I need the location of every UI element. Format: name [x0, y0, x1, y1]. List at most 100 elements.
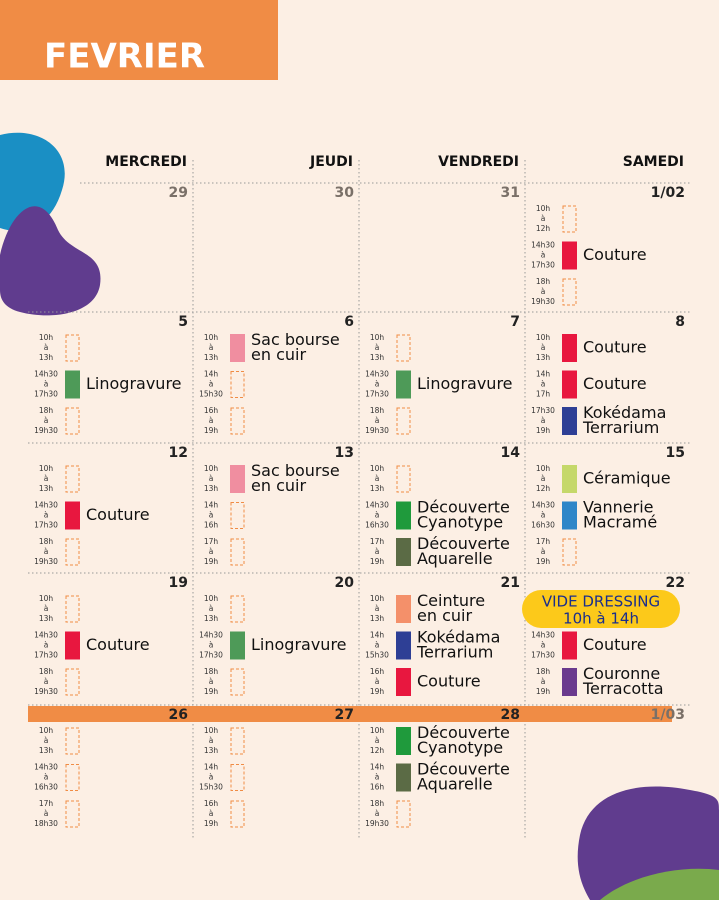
time: 17h30: [34, 521, 58, 530]
date: 26: [169, 707, 188, 723]
time: à: [44, 416, 49, 425]
date: 15: [666, 445, 685, 461]
time: 18h: [204, 667, 219, 676]
time: à: [44, 736, 49, 745]
time: à: [44, 773, 49, 782]
time: à: [541, 343, 546, 352]
activity-color: [396, 727, 411, 755]
date: 22: [666, 575, 685, 591]
activity-color: [396, 538, 411, 566]
activity: Ceinture: [417, 591, 485, 610]
date: 19: [169, 575, 188, 591]
time: 14h30: [531, 241, 555, 250]
activity: Couture: [583, 635, 647, 654]
date: 7: [510, 314, 520, 330]
time: 19h30: [34, 426, 58, 435]
time: à: [541, 474, 546, 483]
time: 18h: [536, 277, 551, 286]
activity: Découverte: [417, 760, 510, 779]
activity: Couture: [583, 245, 647, 264]
empty-slot: [65, 764, 80, 791]
time: 19h: [204, 426, 219, 435]
time: 10h: [204, 464, 219, 473]
time: à: [209, 511, 214, 520]
empty-slot: [230, 668, 245, 696]
time: 10h: [204, 726, 219, 735]
activity: Couture: [583, 338, 647, 357]
time: à: [375, 547, 380, 556]
time: 16h: [204, 521, 219, 530]
time: à: [209, 604, 214, 613]
time: 15h30: [199, 783, 223, 792]
time: à: [209, 343, 214, 352]
time: 14h30: [365, 370, 389, 379]
time: 19h: [204, 687, 219, 696]
time: à: [541, 214, 546, 223]
time: 19h: [370, 557, 385, 566]
empty-slot: [230, 595, 245, 623]
activity-color: [562, 465, 577, 493]
activity-color: [230, 465, 245, 493]
activity: Découverte: [417, 534, 510, 553]
activity: Couture: [583, 374, 647, 393]
time: 16h: [204, 406, 219, 415]
time: à: [44, 641, 49, 650]
date: 12: [169, 445, 188, 461]
activity: Sac bourse: [251, 461, 340, 480]
time: à: [209, 736, 214, 745]
time: à: [44, 380, 49, 389]
empty-slot: [230, 727, 245, 755]
time: 10h: [204, 333, 219, 342]
empty-slot: [230, 407, 245, 435]
time: 17h: [204, 537, 219, 546]
activity: en cuir: [251, 345, 306, 364]
time: 18h: [370, 406, 385, 415]
activity-color: [562, 334, 577, 362]
time: 10h: [536, 464, 551, 473]
time: 15h30: [199, 390, 223, 399]
blob: [0, 206, 101, 316]
empty-slot: [562, 278, 577, 306]
activity: Cyanotype: [417, 513, 503, 532]
week-band: [28, 706, 672, 722]
time: 17h: [536, 390, 551, 399]
empty-slot: [230, 764, 245, 791]
empty-slot: [65, 595, 80, 623]
time: 10h: [370, 726, 385, 735]
empty-slot: [396, 465, 411, 493]
date: 21: [501, 575, 520, 591]
time: 13h: [370, 484, 385, 493]
date: 1/03: [651, 707, 685, 723]
time: à: [44, 809, 49, 818]
empty-slot: [230, 502, 245, 529]
time: à: [209, 547, 214, 556]
time: à: [209, 677, 214, 686]
time: 17h30: [34, 651, 58, 660]
time: 13h: [536, 353, 551, 362]
time: à: [44, 343, 49, 352]
time: à: [541, 641, 546, 650]
time: à: [209, 416, 214, 425]
time: 14h30: [199, 631, 223, 640]
date: 13: [335, 445, 354, 461]
badge: [522, 590, 680, 628]
time: à: [541, 251, 546, 260]
time: 14h: [204, 501, 219, 510]
empty-slot: [65, 334, 80, 362]
time: 18h30: [34, 819, 58, 828]
time: 13h: [204, 614, 219, 623]
empty-slot: [65, 407, 80, 435]
empty-slot: [396, 800, 411, 828]
time: 16h30: [365, 521, 389, 530]
time: 19h30: [365, 819, 389, 828]
time: 10h: [204, 594, 219, 603]
activity: Découverte: [417, 723, 510, 742]
activity-color: [562, 668, 577, 696]
time: à: [541, 677, 546, 686]
time: 14h30: [34, 370, 58, 379]
time: 14h30: [34, 763, 58, 772]
time: à: [541, 547, 546, 556]
time: 16h: [370, 783, 385, 792]
activity: Linogravure: [251, 635, 347, 654]
